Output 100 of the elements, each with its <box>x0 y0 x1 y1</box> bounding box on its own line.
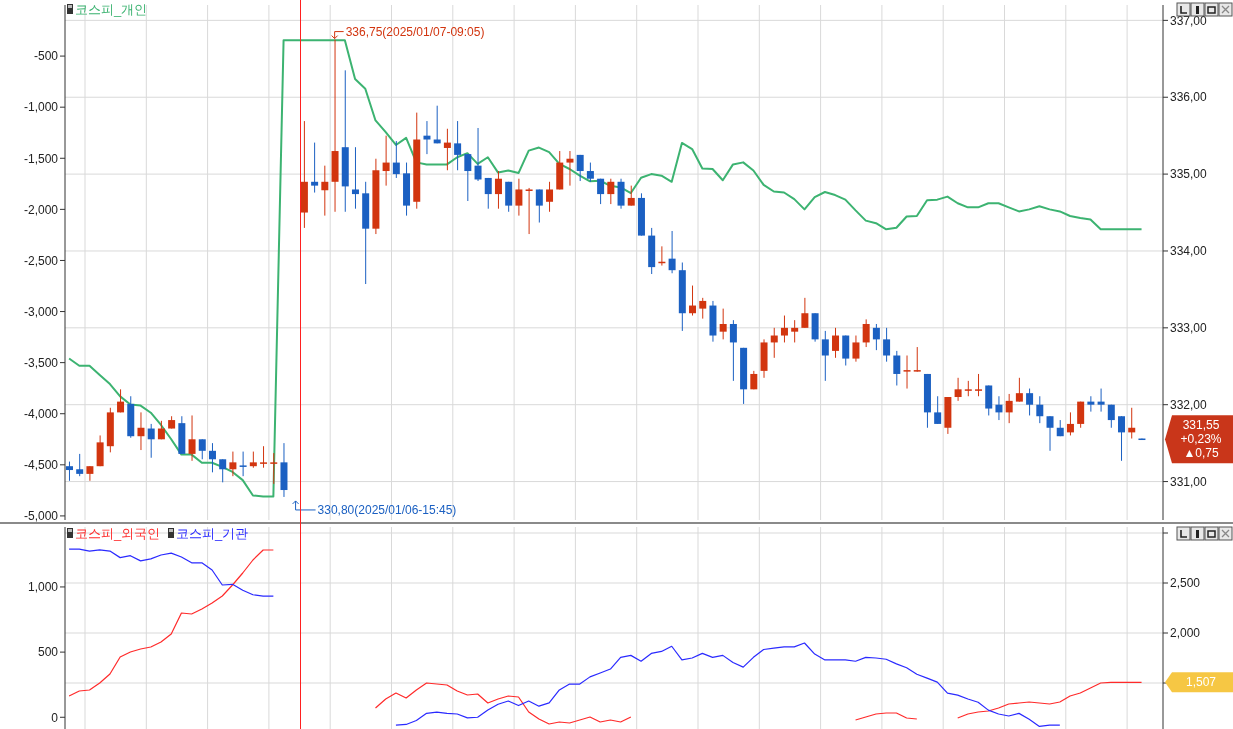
candlestick <box>525 187 533 235</box>
candlestick <box>147 423 155 459</box>
candlestick <box>1036 395 1044 424</box>
candlestick <box>546 181 554 213</box>
text: 코스피_개인 <box>75 2 148 17</box>
candlestick <box>852 335 860 363</box>
candlestick <box>832 327 840 359</box>
candlestick <box>229 451 237 477</box>
candlestick <box>566 150 574 187</box>
candlestick <box>321 165 329 217</box>
candlestick <box>903 355 911 390</box>
candlestick <box>607 178 615 205</box>
candlestick <box>862 318 870 348</box>
candlestick <box>86 465 94 482</box>
candlestick <box>985 384 993 416</box>
candlestick <box>505 181 513 213</box>
candlestick <box>576 154 584 182</box>
candlestick <box>1118 415 1126 462</box>
candlestick <box>1015 377 1023 403</box>
text: ▲0,75 <box>1183 446 1219 461</box>
candlestick <box>423 120 431 155</box>
candlestick <box>208 442 216 473</box>
y-tick-label: 333,00 <box>1170 321 1208 336</box>
y-tick-label: 2,500 <box>1170 576 1201 591</box>
text: 331,55 <box>1182 418 1220 433</box>
candlestick <box>586 162 594 183</box>
candlestick <box>872 323 880 351</box>
text: 1,507 <box>1185 675 1217 690</box>
candlestick <box>934 395 942 425</box>
y2-tick-label: -1,500 <box>23 151 59 166</box>
candlestick <box>913 346 921 373</box>
candlestick <box>351 146 359 210</box>
candlestick <box>535 188 543 224</box>
y2-tick-label: 500 <box>37 645 59 660</box>
candlestick <box>1005 393 1013 424</box>
y2-tick-label: 0 <box>51 710 59 725</box>
candlestick <box>699 297 707 320</box>
candlestick <box>883 327 891 363</box>
candlestick <box>689 285 697 317</box>
candlestick <box>597 178 605 205</box>
candlestick <box>821 330 829 382</box>
y-tick-label: 332,00 <box>1170 397 1208 412</box>
candlestick <box>311 142 319 194</box>
y2-tick-label: -1,000 <box>23 100 59 115</box>
candlestick <box>842 335 850 366</box>
candlestick <box>1066 411 1074 436</box>
y-tick-label: 331,00 <box>1170 474 1208 489</box>
candlestick <box>1097 388 1105 413</box>
candlestick <box>1087 395 1095 413</box>
line-series <box>68 39 1143 498</box>
y-tick-label: 335,00 <box>1170 167 1208 182</box>
candlestick <box>464 153 472 202</box>
candlestick <box>515 178 523 217</box>
y-tick-label: 337,00 <box>1170 13 1208 28</box>
candlestick <box>954 377 962 402</box>
candlestick <box>443 128 451 171</box>
candlestick <box>893 350 901 386</box>
candlestick <box>198 438 206 460</box>
candlestick <box>617 178 625 210</box>
candlestick <box>801 297 809 329</box>
candlestick <box>484 177 492 210</box>
candlestick <box>729 319 737 382</box>
candlestick <box>188 414 196 462</box>
candlestick <box>1026 388 1034 416</box>
candlestick <box>76 453 84 477</box>
text: 코스피_외국인 <box>75 526 161 541</box>
y2-tick-label: -500 <box>33 49 59 64</box>
candlestick <box>995 395 1003 421</box>
candlestick <box>1046 415 1054 452</box>
y-tick-label: 336,00 <box>1170 90 1208 105</box>
y2-tick-label: -2,500 <box>23 253 59 268</box>
y-tick-label: 2,000 <box>1170 626 1201 641</box>
y-tick-label: 334,00 <box>1170 244 1208 259</box>
y2-tick-label: -4,000 <box>23 406 59 421</box>
y2-tick-label: -3,500 <box>23 355 59 370</box>
candlestick <box>270 452 278 485</box>
candlestick <box>1077 401 1085 429</box>
candlestick <box>719 308 727 340</box>
series-label: 코스피_기관 <box>176 526 249 541</box>
candlestick <box>494 170 502 210</box>
y2-tick-label: -4,500 <box>23 458 59 473</box>
y2-tick-label: -2,000 <box>23 202 59 217</box>
y2-tick-label: 1,000 <box>27 580 59 595</box>
candlestick <box>474 127 482 182</box>
candlestick <box>239 451 247 477</box>
candlestick <box>96 434 104 467</box>
candlestick <box>975 373 983 397</box>
candlestick <box>382 135 390 187</box>
candlestick <box>791 319 799 343</box>
annotation: 330,80(2025/01/06-15:45) <box>317 502 457 517</box>
candlestick <box>668 230 676 274</box>
candlestick <box>454 120 462 171</box>
candlestick <box>627 185 635 207</box>
candlestick <box>219 458 227 483</box>
candlestick <box>780 315 788 343</box>
annotation: 336,75(2025/01/07-09:05) <box>345 24 485 39</box>
text: +0,23% <box>1180 432 1222 447</box>
candlestick <box>260 445 268 469</box>
y2-tick-label: -3,000 <box>23 304 59 319</box>
y2-tick-label: -5,000 <box>23 509 59 524</box>
